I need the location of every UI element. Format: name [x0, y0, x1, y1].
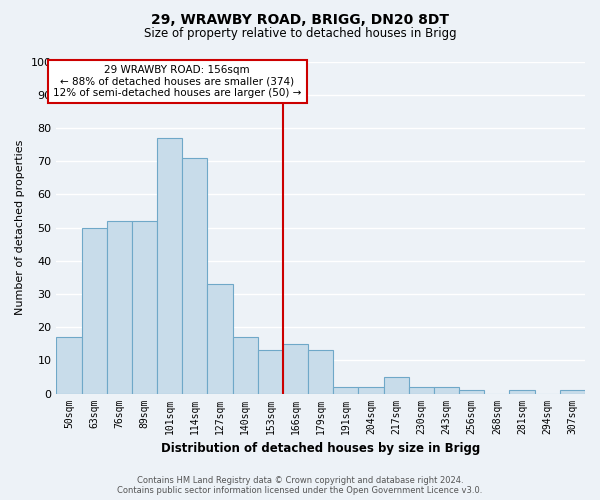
Bar [459, 390, 484, 394]
Bar [308, 350, 333, 394]
Bar [509, 390, 535, 394]
Bar [56, 337, 82, 394]
Bar [283, 344, 308, 394]
Bar [333, 387, 358, 394]
Text: Size of property relative to detached houses in Brigg: Size of property relative to detached ho… [143, 28, 457, 40]
Bar [383, 377, 409, 394]
Text: 29, WRAWBY ROAD, BRIGG, DN20 8DT: 29, WRAWBY ROAD, BRIGG, DN20 8DT [151, 12, 449, 26]
Y-axis label: Number of detached properties: Number of detached properties [15, 140, 25, 315]
Text: Contains HM Land Registry data © Crown copyright and database right 2024.
Contai: Contains HM Land Registry data © Crown c… [118, 476, 482, 495]
Bar [434, 387, 459, 394]
Bar [82, 228, 107, 394]
Bar [208, 284, 233, 394]
Text: 29 WRAWBY ROAD: 156sqm
← 88% of detached houses are smaller (374)
12% of semi-de: 29 WRAWBY ROAD: 156sqm ← 88% of detached… [53, 65, 301, 98]
Bar [157, 138, 182, 394]
Bar [409, 387, 434, 394]
Bar [560, 390, 585, 394]
Bar [182, 158, 208, 394]
Bar [358, 387, 383, 394]
Bar [107, 221, 132, 394]
Bar [132, 221, 157, 394]
Bar [233, 337, 258, 394]
X-axis label: Distribution of detached houses by size in Brigg: Distribution of detached houses by size … [161, 442, 481, 455]
Bar [258, 350, 283, 394]
